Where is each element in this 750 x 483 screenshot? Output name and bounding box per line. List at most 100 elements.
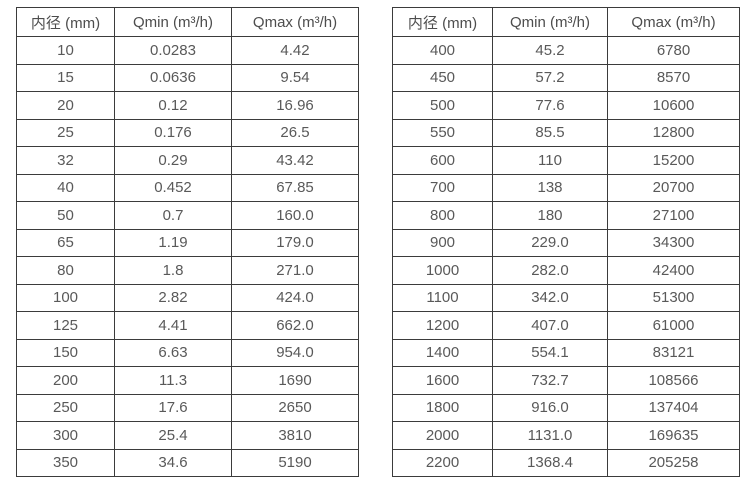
table-row: 700 138 20700: [392, 173, 740, 202]
table-row: 80 1.8 271.0: [16, 256, 359, 285]
table-row: 300 25.4 3810: [16, 421, 359, 450]
table-cell-qmin: 1131.0: [492, 421, 608, 450]
table-cell-inner-diameter: 32: [16, 146, 115, 175]
table-cell-qmax: 662.0: [231, 311, 359, 340]
column-header-inner-diameter: 内径 (mm): [16, 7, 115, 37]
table-cell-qmin: 1.8: [114, 256, 232, 285]
table-cell-inner-diameter: 1000: [392, 256, 493, 285]
table-cell-inner-diameter: 700: [392, 173, 493, 202]
table-cell-qmin: 0.7: [114, 201, 232, 230]
table-row: 40 0.452 67.85: [16, 173, 359, 202]
table-cell-qmin: 229.0: [492, 228, 608, 257]
table-cell-inner-diameter: 20: [16, 91, 115, 120]
table-cell-qmax: 16.96: [231, 91, 359, 120]
table-cell-inner-diameter: 250: [16, 393, 115, 422]
table-cell-qmin: 17.6: [114, 393, 232, 422]
table-cell-qmax: 26.5: [231, 118, 359, 147]
table-row: 250 17.6 2650: [16, 393, 359, 422]
table-row: 1800 916.0 137404: [392, 393, 740, 422]
table-cell-qmin: 180: [492, 201, 608, 230]
table-row: 600 110 15200: [392, 146, 740, 175]
table-cell-inner-diameter: 500: [392, 91, 493, 120]
flow-table-large-diameters: 内径 (mm) Qmin (m³/h) Qmax (m³/h) 400 45.2 678…: [392, 7, 740, 477]
table-cell-qmin: 1.19: [114, 228, 232, 257]
header-row: 内径 (mm) Qmin (m³/h) Qmax (m³/h): [392, 7, 740, 37]
table-cell-qmin: 0.0636: [114, 63, 232, 92]
table-cell-qmin: 1368.4: [492, 448, 608, 477]
table-row: 150 6.63 954.0: [16, 338, 359, 367]
table-cell-qmax: 271.0: [231, 256, 359, 285]
table-cell-inner-diameter: 550: [392, 118, 493, 147]
table-cell-inner-diameter: 1600: [392, 366, 493, 395]
table-cell-qmin: 732.7: [492, 366, 608, 395]
table-cell-qmin: 916.0: [492, 393, 608, 422]
table-row: 65 1.19 179.0: [16, 228, 359, 257]
table-row: 2000 1131.0 169635: [392, 421, 740, 450]
table-row: 20 0.12 16.96: [16, 91, 359, 120]
table-cell-qmin: 77.6: [492, 91, 608, 120]
table-cell-inner-diameter: 40: [16, 173, 115, 202]
table-cell-inner-diameter: 100: [16, 283, 115, 312]
table-cell-inner-diameter: 150: [16, 338, 115, 367]
table-cell-inner-diameter: 300: [16, 421, 115, 450]
table-row: 10 0.0283 4.42: [16, 36, 359, 65]
table-row: 1000 282.0 42400: [392, 256, 740, 285]
table-cell-qmax: 169635: [607, 421, 740, 450]
table-cell-inner-diameter: 200: [16, 366, 115, 395]
table-cell-qmin: 57.2: [492, 63, 608, 92]
table-cell-qmax: 61000: [607, 311, 740, 340]
table-row: 500 77.6 10600: [392, 91, 740, 120]
table-cell-qmin: 342.0: [492, 283, 608, 312]
table-cell-qmax: 20700: [607, 173, 740, 202]
table-cell-qmin: 0.29: [114, 146, 232, 175]
table-cell-inner-diameter: 450: [392, 63, 493, 92]
table-cell-qmax: 9.54: [231, 63, 359, 92]
table-cell-qmax: 3810: [231, 421, 359, 450]
table-row: 15 0.0636 9.54: [16, 63, 359, 92]
table-cell-qmax: 15200: [607, 146, 740, 175]
table-cell-qmin: 2.82: [114, 283, 232, 312]
table-cell-qmax: 5190: [231, 448, 359, 477]
table-cell-qmax: 2650: [231, 393, 359, 422]
table-cell-qmax: 43.42: [231, 146, 359, 175]
table-cell-qmin: 282.0: [492, 256, 608, 285]
table-cell-inner-diameter: 10: [16, 36, 115, 65]
table-cell-qmax: 34300: [607, 228, 740, 257]
table-cell-inner-diameter: 80: [16, 256, 115, 285]
table-cell-inner-diameter: 2200: [392, 448, 493, 477]
table-row: 450 57.2 8570: [392, 63, 740, 92]
table-row: 50 0.7 160.0: [16, 201, 359, 230]
table-cell-inner-diameter: 400: [392, 36, 493, 65]
table-cell-inner-diameter: 1200: [392, 311, 493, 340]
table-cell-qmax: 27100: [607, 201, 740, 230]
table-row: 800 180 27100: [392, 201, 740, 230]
table-cell-inner-diameter: 125: [16, 311, 115, 340]
table-cell-qmax: 6780: [607, 36, 740, 65]
column-header-qmin: Qmin (m³/h): [114, 7, 232, 37]
table-row: 32 0.29 43.42: [16, 146, 359, 175]
table-row: 1600 732.7 108566: [392, 366, 740, 395]
column-header-inner-diameter: 内径 (mm): [392, 7, 493, 37]
table-cell-qmax: 8570: [607, 63, 740, 92]
table-cell-qmax: 205258: [607, 448, 740, 477]
table-cell-qmax: 137404: [607, 393, 740, 422]
table-cell-qmin: 407.0: [492, 311, 608, 340]
table-row: 1100 342.0 51300: [392, 283, 740, 312]
table-row: 550 85.5 12800: [392, 118, 740, 147]
table-cell-qmax: 83121: [607, 338, 740, 367]
column-header-qmin: Qmin (m³/h): [492, 7, 608, 37]
table-cell-inner-diameter: 50: [16, 201, 115, 230]
table-row: 900 229.0 34300: [392, 228, 740, 257]
table-row: 1400 554.1 83121: [392, 338, 740, 367]
table-cell-qmax: 10600: [607, 91, 740, 120]
table-cell-qmin: 110: [492, 146, 608, 175]
header-row: 内径 (mm) Qmin (m³/h) Qmax (m³/h): [16, 7, 359, 37]
table-cell-inner-diameter: 600: [392, 146, 493, 175]
table-cell-inner-diameter: 1100: [392, 283, 493, 312]
table-cell-qmin: 45.2: [492, 36, 608, 65]
table-cell-inner-diameter: 25: [16, 118, 115, 147]
table-cell-inner-diameter: 65: [16, 228, 115, 257]
table-cell-inner-diameter: 350: [16, 448, 115, 477]
table-cell-qmin: 0.452: [114, 173, 232, 202]
